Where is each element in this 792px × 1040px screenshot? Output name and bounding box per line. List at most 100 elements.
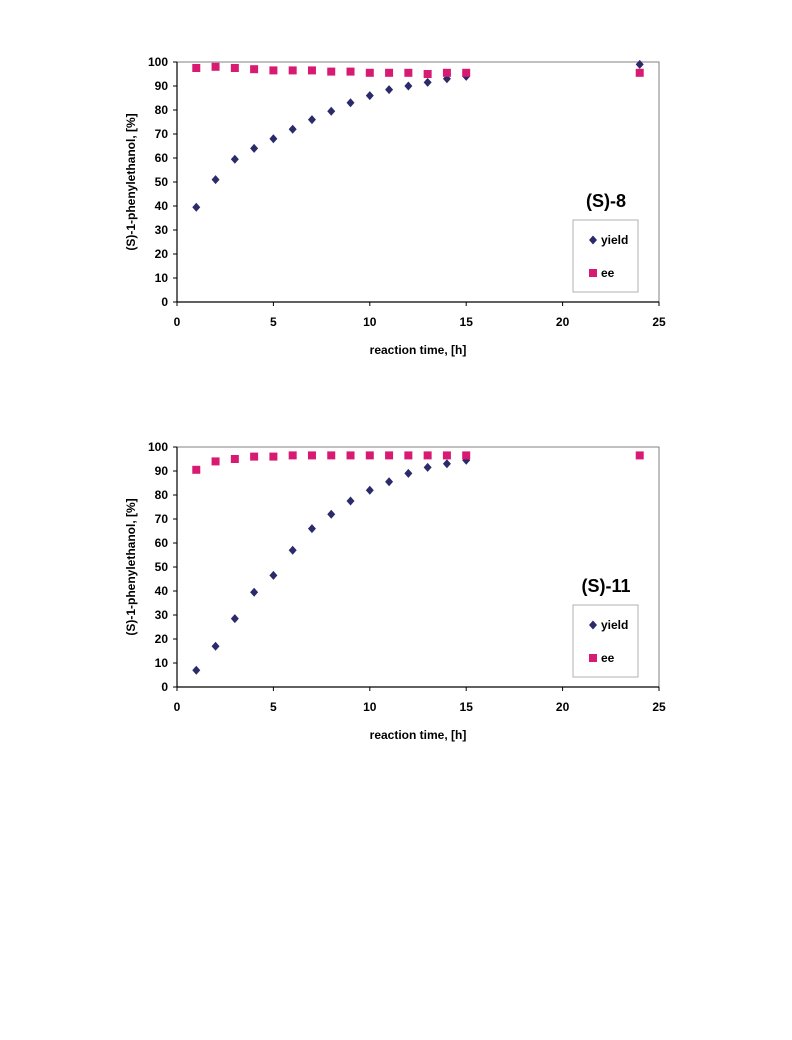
data-point-yield [404,468,413,478]
data-point-yield [250,143,259,153]
y-tick-label: 80 [155,488,169,502]
x-tick-label: 25 [652,315,666,329]
data-point-ee [346,67,355,76]
x-tick-label: 5 [270,315,277,329]
data-point-yield [442,459,451,469]
data-point-yield [346,496,355,506]
x-tick-label: 0 [174,315,181,329]
data-point-yield [192,202,201,212]
y-tick-label: 70 [155,512,169,526]
data-point-yield [365,91,374,101]
x-tick-label: 15 [460,315,474,329]
y-tick-label: 10 [155,656,169,670]
data-point-ee [385,68,394,77]
data-point-ee [365,451,374,460]
y-tick-label: 90 [155,79,169,93]
data-point-yield [269,134,278,144]
data-point-yield [288,124,297,134]
data-point-yield [404,81,413,91]
legend-label-ee: ee [601,266,615,280]
data-point-ee [423,451,432,460]
legend-marker-ee [589,654,597,662]
y-tick-label: 80 [155,103,169,117]
data-point-ee [307,451,316,460]
data-point-yield [423,462,432,472]
data-point-yield [385,477,394,487]
legend-box [572,604,639,678]
data-point-ee [385,451,394,460]
chart-s11: 0 10 20 30 40 50 60 70 80 90 100 0 5 10 15 20 25 reaction… [0,425,792,765]
data-point-yield [211,175,220,185]
y-tick-label: 100 [148,440,168,454]
data-point-ee [365,68,374,77]
data-point-ee [230,64,239,72]
data-point-ee [250,65,259,74]
data-point-yield [327,509,336,519]
x-axis-title: reaction time, [h] [370,343,467,357]
legend-marker-yield [589,620,597,630]
x-tick-label: 10 [363,700,377,714]
x-tick-label: 25 [652,700,666,714]
chart-label: (S)-11 [581,576,630,596]
data-point-ee [250,452,259,461]
data-point-ee [462,451,471,460]
y-axis-title: (S)-1-phenylethanol, [%] [124,113,138,250]
data-point-ee [192,465,201,474]
data-point-yield [635,59,644,69]
data-point-yield [327,106,336,116]
y-tick-label: 100 [148,55,168,69]
chart-s11-svg: 0 10 20 30 40 50 60 70 80 90 100 0 5 10 15 20 25 reaction… [124,440,666,742]
x-tick-label: 15 [460,700,474,714]
x-axis-title: reaction time, [h] [370,728,467,742]
legend-label-yield: yield [601,618,628,632]
y-tick-label: 50 [155,175,169,189]
data-point-ee [211,457,220,466]
chart-s8: 0 10 20 30 40 50 60 70 80 90 100 0 5 10 15 20 25 reaction… [0,40,792,380]
y-tick-label: 10 [155,271,169,285]
x-tick-label: 0 [174,700,181,714]
x-tick-label: 20 [556,700,570,714]
data-point-ee [635,451,644,460]
data-point-yield [423,77,432,87]
data-point-yield [365,485,374,495]
data-point-ee [404,451,413,460]
data-point-ee [211,62,220,71]
data-point-ee [192,64,201,72]
data-point-yield [307,115,316,125]
data-point-ee [442,451,451,460]
data-point-yield [269,570,278,580]
x-tick-label: 5 [270,700,277,714]
legend-box [572,219,639,293]
y-tick-label: 20 [155,247,169,261]
data-point-ee [635,68,644,77]
data-point-ee [442,68,451,77]
data-point-ee [288,66,297,75]
x-tick-label: 20 [556,315,570,329]
data-point-ee [269,66,278,75]
y-tick-label: 30 [155,223,169,237]
data-point-yield [230,614,239,624]
legend-marker-ee [589,269,597,277]
data-point-ee [346,451,355,460]
y-tick-label: 70 [155,127,169,141]
data-point-ee [462,68,471,77]
chart-label: (S)-8 [586,191,626,211]
y-tick-label: 60 [155,151,169,165]
y-tick-label: 60 [155,536,169,550]
data-point-ee [230,455,239,463]
legend-marker-yield [589,235,597,245]
data-point-yield [385,85,394,95]
data-point-ee [404,68,413,77]
data-point-yield [192,665,201,675]
data-point-yield [346,98,355,108]
data-point-yield [230,154,239,164]
y-tick-label: 40 [155,584,169,598]
data-point-ee [307,66,316,75]
y-tick-label: 40 [155,199,169,213]
chart-s8-svg: 0 10 20 30 40 50 60 70 80 90 100 0 5 10 15 20 25 reaction… [124,55,666,357]
data-point-yield [250,587,259,597]
legend-label-yield: yield [601,233,628,247]
data-point-ee [423,70,432,78]
legend-label-ee: ee [601,651,615,665]
y-tick-label: 50 [155,560,169,574]
